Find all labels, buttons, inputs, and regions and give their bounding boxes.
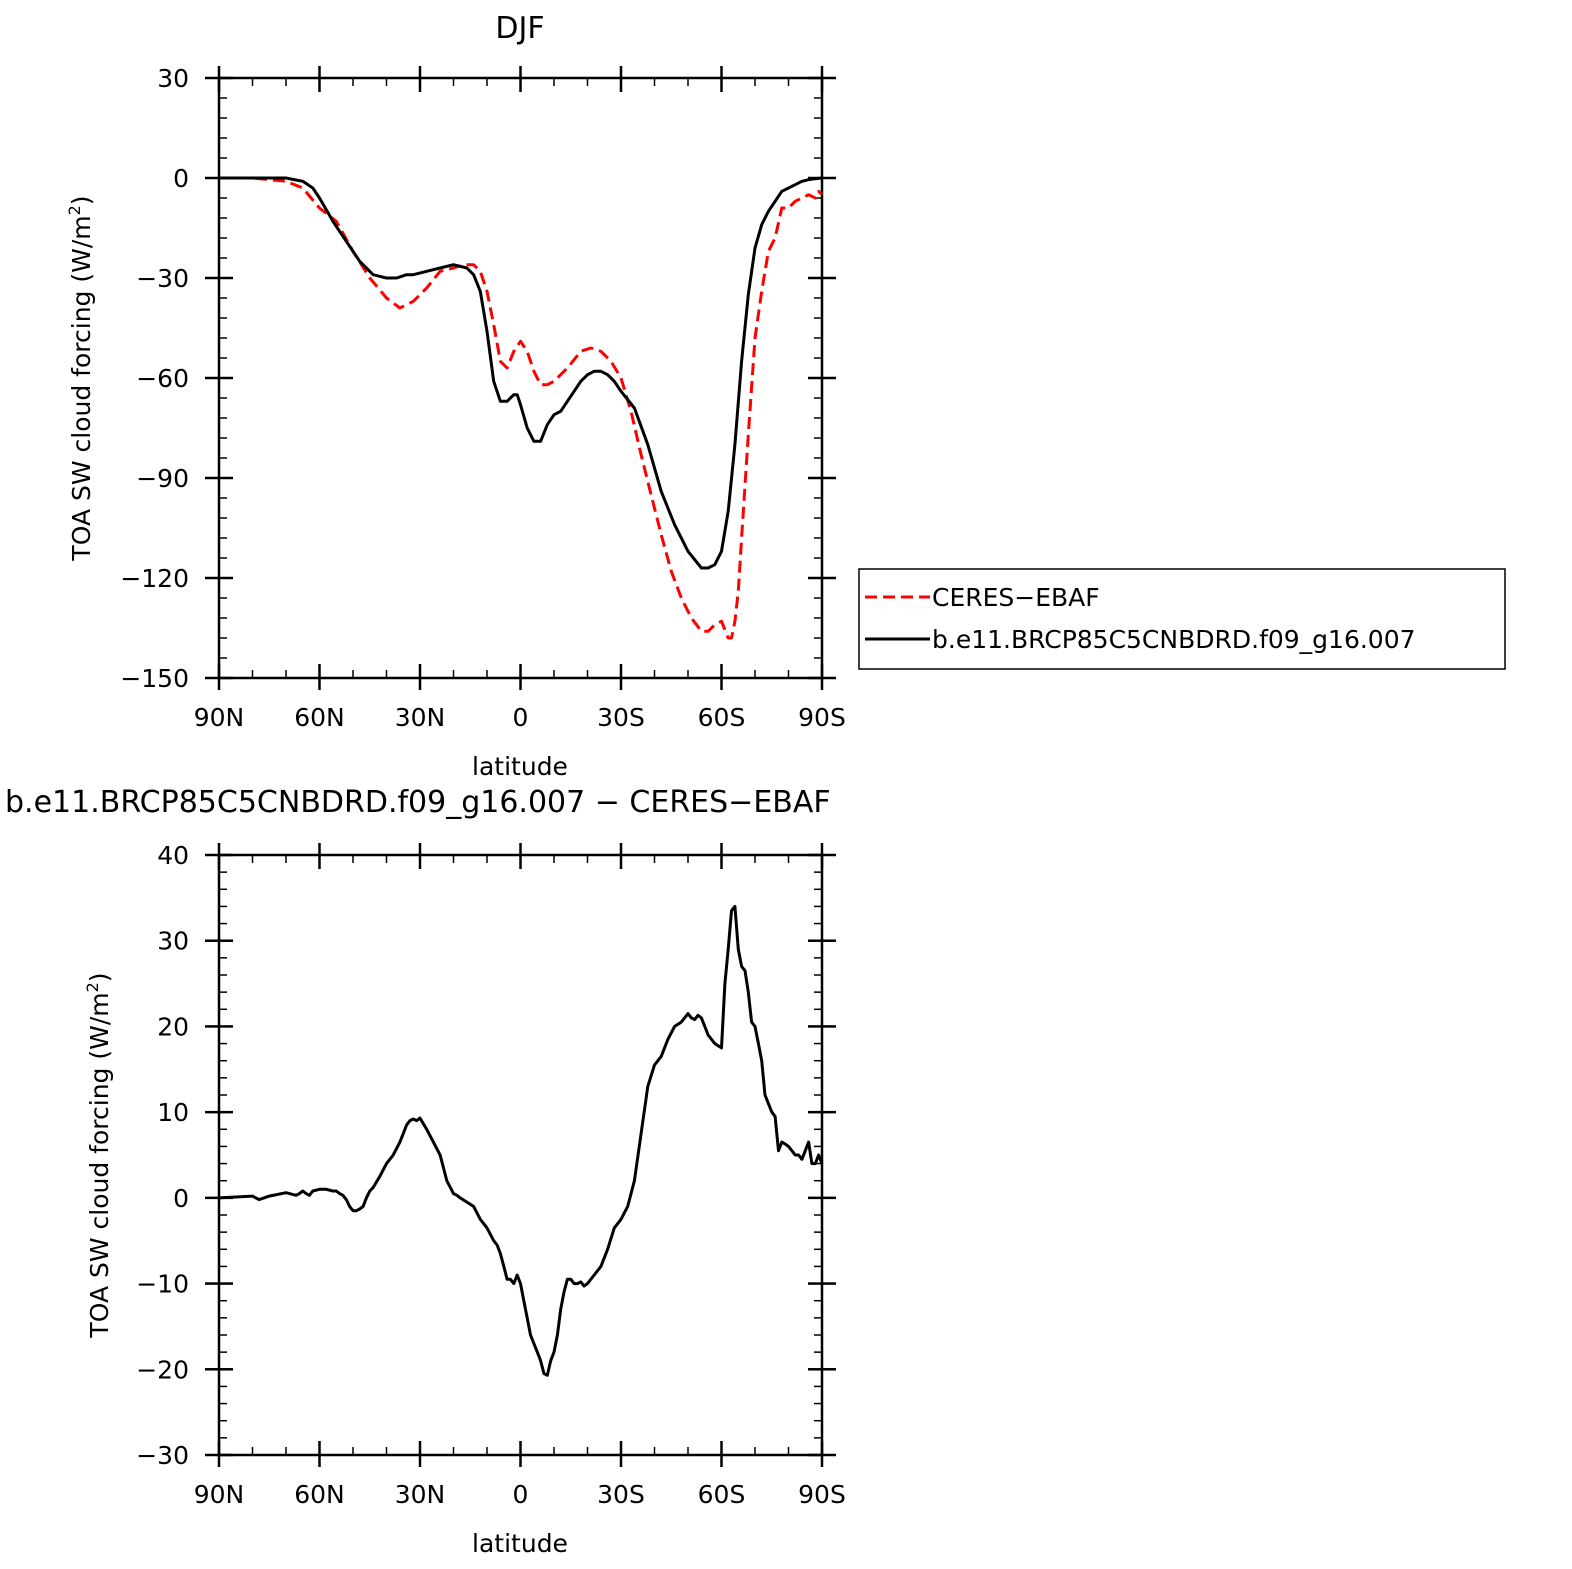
- x-tick-label: 90N: [194, 703, 245, 732]
- y-tick-label: 0: [173, 1184, 189, 1213]
- x-tick-label: 60S: [698, 1480, 746, 1509]
- x-tick-label: 0: [513, 703, 529, 732]
- y-tick-label: 10: [157, 1098, 189, 1127]
- y-tick-label: 0: [173, 164, 189, 193]
- top-x-tick-labels: 90N 60N 30N 0 30S 60S 90S: [194, 703, 846, 732]
- bottom-y-tick-labels: 40 30 20 10 0 −10 −20 −30: [136, 841, 189, 1470]
- top-y-axis-title-text: TOA SW cloud forcing (W/m: [67, 215, 96, 561]
- top-panel: DJF 90N 60N 30N 0 30S 60S 90S 30 0 −30 −60 −90 −120…: [65, 11, 1506, 781]
- bottom-y-axis-title-sup: 2: [83, 982, 102, 992]
- y-tick-label: −30: [136, 1441, 189, 1470]
- x-tick-label: 30S: [597, 1480, 645, 1509]
- bottom-panel: b.e11.BRCP85C5CNBDRD.f09_g16.007 − CERES…: [5, 785, 846, 1558]
- bottom-y-axis-title: TOA SW cloud forcing (W/m2): [83, 972, 114, 1338]
- bottom-axis-ticks: [205, 843, 836, 1467]
- bottom-x-tick-labels: 90N 60N 30N 0 30S 60S 90S: [194, 1480, 846, 1509]
- top-axis-ticks: [205, 66, 836, 690]
- top-plot-area: [205, 66, 836, 690]
- bottom-plot-title: b.e11.BRCP85C5CNBDRD.f09_g16.007 − CERES…: [5, 785, 831, 820]
- top-plot-title: DJF: [495, 11, 544, 46]
- top-x-axis-title: latitude: [472, 752, 568, 781]
- y-tick-label: −20: [136, 1355, 189, 1384]
- series-line-b: [219, 176, 823, 570]
- bottom-y-axis-title-close: ): [85, 972, 114, 982]
- y-tick-label: 30: [157, 64, 189, 93]
- y-tick-label: −150: [120, 664, 189, 693]
- x-tick-label: 90S: [798, 703, 846, 732]
- y-tick-label: −10: [136, 1270, 189, 1299]
- x-tick-label: 30S: [597, 703, 645, 732]
- y-tick-label: −30: [136, 264, 189, 293]
- x-tick-label: 30N: [395, 1480, 446, 1509]
- legend-box: [858, 568, 1506, 670]
- x-tick-label: 60N: [294, 703, 345, 732]
- y-tick-label: −120: [120, 564, 189, 593]
- top-series-layer: [219, 176, 824, 640]
- series-line-ceres-ebaf: [219, 176, 824, 640]
- top-y-axis-title-sup: 2: [65, 205, 84, 215]
- x-tick-label: 90S: [798, 1480, 846, 1509]
- top-y-tick-labels: 30 0 −30 −60 −90 −120 −150: [120, 64, 189, 693]
- x-tick-label: 30N: [395, 703, 446, 732]
- legend-label-ceres: CERES−EBAF: [932, 583, 1100, 612]
- bottom-y-axis-title-text: TOA SW cloud forcing (W/m: [85, 992, 114, 1338]
- y-tick-label: 30: [157, 927, 189, 956]
- legend-label-model: b.e11.BRCP85C5CNBDRD.f09_g16.007: [932, 625, 1416, 654]
- x-tick-label: 0: [513, 1480, 529, 1509]
- legend: CERES−EBAF b.e11.BRCP85C5CNBDRD.f09_g16.…: [858, 568, 1506, 670]
- top-y-axis-title: TOA SW cloud forcing (W/m2): [65, 195, 96, 561]
- top-plot-frame: [217, 76, 824, 680]
- x-tick-label: 60N: [294, 1480, 345, 1509]
- top-y-axis-title-close: ): [67, 195, 96, 205]
- bottom-x-axis-title: latitude: [472, 1529, 568, 1558]
- bottom-plot-area: [205, 843, 836, 1467]
- difference-series-line: [218, 904, 824, 1377]
- bottom-series-layer: [218, 904, 824, 1377]
- y-tick-label: 20: [157, 1012, 189, 1041]
- y-tick-label: 40: [157, 841, 189, 870]
- y-tick-label: −60: [136, 364, 189, 393]
- y-tick-label: −90: [136, 464, 189, 493]
- bottom-plot-frame: [217, 853, 824, 1457]
- x-tick-label: 90N: [194, 1480, 245, 1509]
- x-tick-label: 60S: [698, 703, 746, 732]
